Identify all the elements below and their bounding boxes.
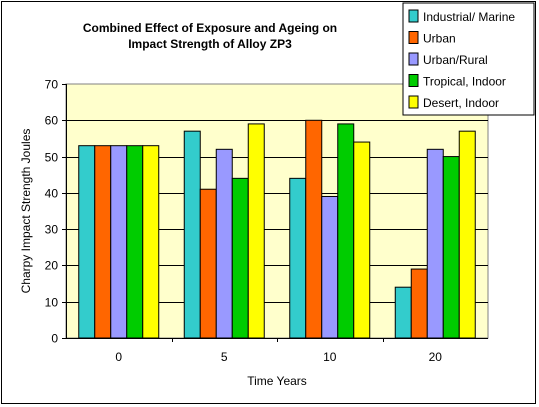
bar (321, 195, 339, 339)
legend: Industrial/ Marine Urban Urban/Rural Tropic… (402, 2, 535, 116)
bar (426, 148, 444, 339)
x-tick-label: 10 (323, 350, 337, 364)
chart-title-line-1: Combined Effect of Exposure and Ageing o… (83, 21, 337, 35)
axes: 0 10 20 30 40 50 60 70 0 5 10 20 (45, 78, 488, 364)
bar (231, 177, 249, 339)
bar (78, 145, 96, 339)
y-tick-label: 10 (45, 296, 59, 310)
bar (199, 188, 217, 339)
bar (337, 123, 355, 339)
bar (289, 177, 307, 339)
y-tick-label: 40 (45, 187, 59, 201)
y-tick-label: 20 (45, 259, 59, 273)
bar (94, 145, 112, 339)
bar (110, 145, 128, 339)
bar (183, 130, 201, 339)
bar (215, 148, 233, 339)
legend-swatch (408, 31, 419, 44)
bar (305, 119, 323, 339)
y-tick-label: 50 (45, 151, 59, 165)
y-tick-label: 60 (45, 114, 59, 128)
bar (410, 268, 428, 339)
legend-label: Desert, Indoor (423, 96, 499, 110)
legend-label: Industrial/ Marine (423, 10, 515, 24)
legend-swatch (408, 52, 419, 66)
legend-label: Urban/Rural (423, 53, 488, 67)
legend-swatch (408, 74, 419, 87)
chart-title-line-2: Impact Strength of Alloy ZP3 (128, 37, 292, 51)
bar (458, 130, 476, 339)
bar (142, 145, 160, 339)
legend-swatch (408, 9, 419, 23)
x-tick-label: 20 (429, 350, 443, 364)
bar (394, 286, 412, 339)
y-tick-label: 0 (51, 332, 58, 346)
legend-label: Urban (423, 32, 456, 46)
x-axis-title: Time Years (247, 374, 307, 388)
legend-swatch (408, 95, 419, 109)
y-tick-label: 30 (45, 223, 59, 237)
bar (442, 156, 460, 339)
bar (126, 145, 144, 339)
y-tick-label: 70 (45, 78, 59, 92)
legend-box (402, 2, 535, 116)
bar (353, 141, 371, 339)
x-tick-label: 5 (221, 350, 228, 364)
bar (247, 123, 265, 339)
legend-label: Tropical, Indoor (423, 75, 506, 89)
y-axis-title: Charpy Impact Strength Joules (19, 129, 33, 294)
x-tick-label: 0 (115, 350, 122, 364)
